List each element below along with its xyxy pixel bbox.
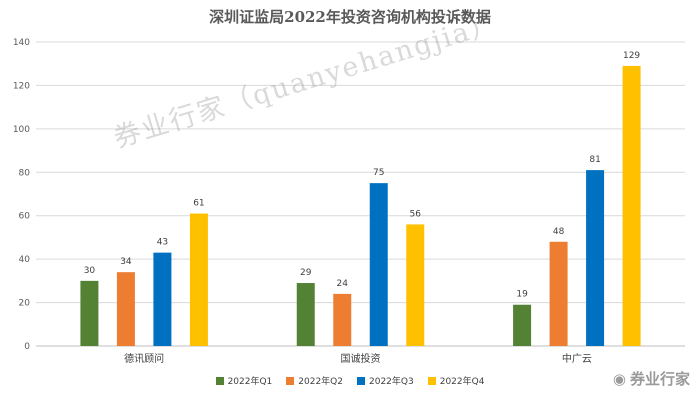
bar (406, 224, 425, 346)
data-label: 19 (516, 290, 528, 300)
y-tick-label: 0 (24, 342, 30, 352)
brand-label: 券业行家 (629, 370, 690, 388)
x-tick-label: 德讯顾问 (124, 352, 164, 365)
y-tick-label: 120 (13, 81, 30, 91)
bar (549, 241, 568, 346)
data-label: 61 (193, 199, 204, 209)
data-label: 129 (623, 51, 640, 61)
bar (153, 252, 172, 346)
data-label: 48 (553, 227, 565, 237)
y-tick-label: 140 (13, 38, 30, 48)
data-label: 81 (589, 155, 600, 165)
bar (116, 272, 135, 346)
x-tick-label: 国诚投资 (341, 352, 381, 365)
data-label: 34 (120, 257, 132, 267)
x-tick-label: 中广云 (562, 352, 592, 365)
data-label: 29 (300, 268, 312, 278)
legend-item: 2022年Q1 (215, 374, 273, 387)
chart-title: 深圳证监局2022年投资咨询机构投诉数据 (209, 8, 491, 26)
legend-label: 2022年Q2 (298, 377, 343, 387)
legend-swatch (286, 376, 295, 385)
legend-swatch (427, 376, 436, 385)
legend-swatch (357, 376, 365, 385)
bar (586, 170, 605, 346)
y-tick-label: 20 (19, 299, 31, 309)
bar (80, 280, 99, 346)
legend-label: 2022年Q1 (227, 377, 273, 387)
legend-label: 2022年Q3 (369, 377, 414, 387)
legend-swatch (215, 376, 224, 385)
legend-item: 2022年Q4 (427, 374, 485, 387)
data-label: 75 (373, 168, 384, 178)
legend-item: 2022年Q3 (357, 374, 414, 387)
y-tick-label: 80 (19, 168, 31, 178)
bar (622, 65, 641, 346)
bar (369, 183, 388, 346)
bar (189, 213, 208, 346)
data-label: 30 (84, 266, 96, 276)
data-label: 56 (410, 209, 422, 219)
weibo-icon: ◉ (612, 369, 626, 388)
y-tick-label: 60 (19, 212, 31, 222)
bar (296, 283, 315, 346)
data-label: 43 (157, 238, 168, 248)
legend-item: 2022年Q2 (286, 374, 343, 387)
bar (333, 293, 352, 346)
brand-mark: ◉ 券业行家 (613, 368, 690, 389)
y-tick-label: 100 (13, 125, 30, 135)
legend: 2022年Q1 2022年Q2 2022年Q3 2022年Q4 (0, 374, 700, 387)
data-label: 24 (337, 279, 349, 289)
y-tick-label: 40 (19, 255, 31, 265)
legend-label: 2022年Q4 (439, 377, 485, 387)
bar (513, 304, 532, 346)
